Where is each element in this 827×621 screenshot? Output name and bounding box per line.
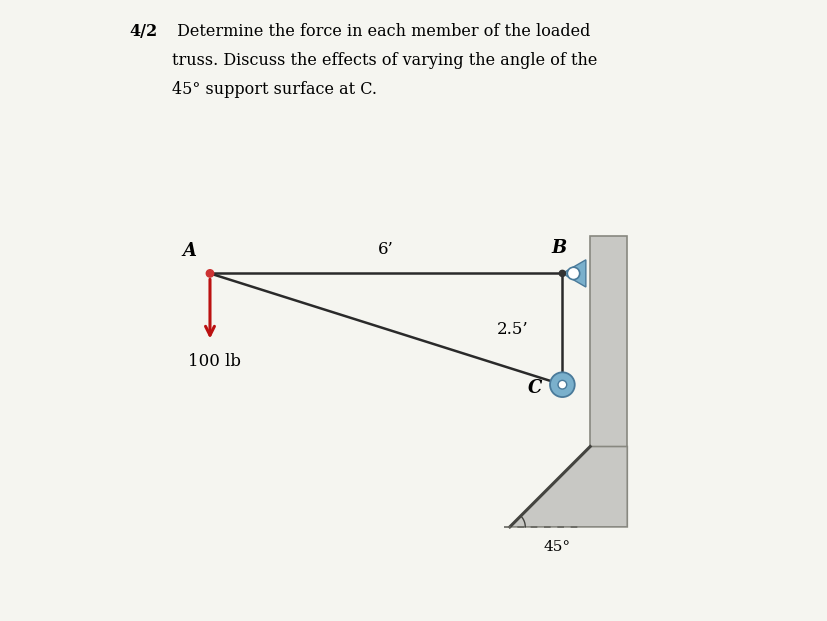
Text: 2.5’: 2.5’ — [496, 320, 528, 338]
Polygon shape — [509, 446, 627, 527]
Circle shape — [558, 270, 565, 276]
Text: truss. Discuss the effects of varying the angle of the: truss. Discuss the effects of varying th… — [171, 52, 596, 69]
Text: A: A — [182, 242, 196, 260]
Text: 45°: 45° — [543, 540, 571, 555]
Text: 4/2: 4/2 — [130, 23, 158, 40]
Circle shape — [566, 267, 579, 279]
Text: 100 lb: 100 lb — [188, 353, 241, 369]
Text: 6’: 6’ — [378, 241, 394, 258]
Text: C: C — [528, 379, 542, 397]
Polygon shape — [562, 260, 586, 287]
Circle shape — [206, 270, 213, 277]
Text: B: B — [551, 239, 566, 257]
Circle shape — [557, 380, 566, 389]
Text: Determine the force in each member of the loaded: Determine the force in each member of th… — [171, 23, 590, 40]
Text: 45° support surface at C.: 45° support surface at C. — [171, 81, 376, 98]
Polygon shape — [590, 237, 627, 446]
Circle shape — [549, 373, 574, 397]
